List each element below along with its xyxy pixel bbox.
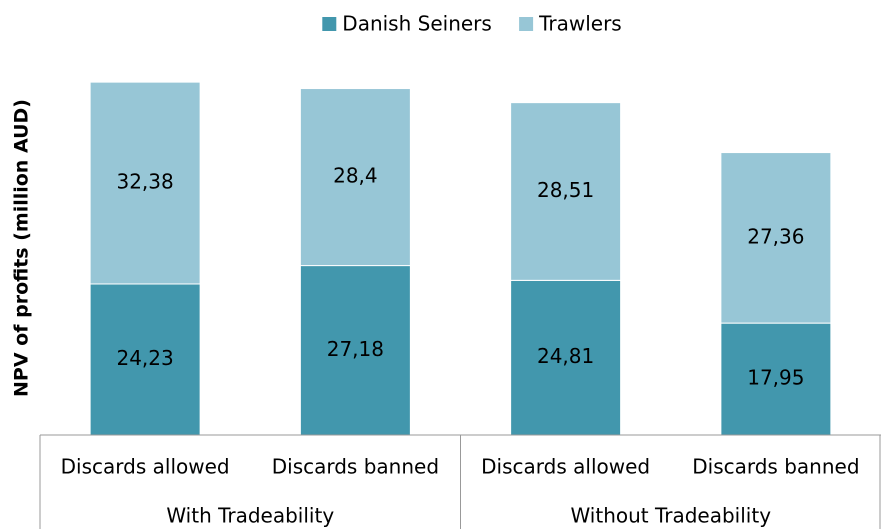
x-tick-label: Discards allowed xyxy=(61,455,230,479)
data-label: 27,18 xyxy=(327,337,384,361)
data-label: 24,23 xyxy=(116,346,173,370)
data-label: 17,95 xyxy=(747,366,804,390)
group-label: Without Tradeability xyxy=(570,504,771,528)
data-label: 24,81 xyxy=(537,344,594,368)
group-label: With Tradeability xyxy=(166,504,334,528)
bar-segment xyxy=(510,279,622,436)
bar-segment xyxy=(299,88,411,267)
legend-label: Trawlers xyxy=(538,12,622,36)
legend-swatch xyxy=(322,17,337,31)
data-label: 27,36 xyxy=(747,224,804,248)
legend-label: Danish Seiners xyxy=(342,12,492,36)
bar-segment xyxy=(510,102,622,281)
bar-segment xyxy=(89,283,201,436)
data-label: 32,38 xyxy=(116,170,173,194)
x-tick-label: Discards banned xyxy=(272,455,439,479)
x-tick-label: Discards banned xyxy=(692,455,859,479)
legend-swatch xyxy=(519,17,534,31)
y-axis-label: NPV of profits (million AUD) xyxy=(11,99,33,397)
bar-segment xyxy=(720,152,832,324)
data-label: 28,4 xyxy=(333,164,378,188)
x-tick-label: Discards allowed xyxy=(481,455,650,479)
bar-segment xyxy=(89,81,201,285)
data-label: 28,51 xyxy=(537,178,594,202)
